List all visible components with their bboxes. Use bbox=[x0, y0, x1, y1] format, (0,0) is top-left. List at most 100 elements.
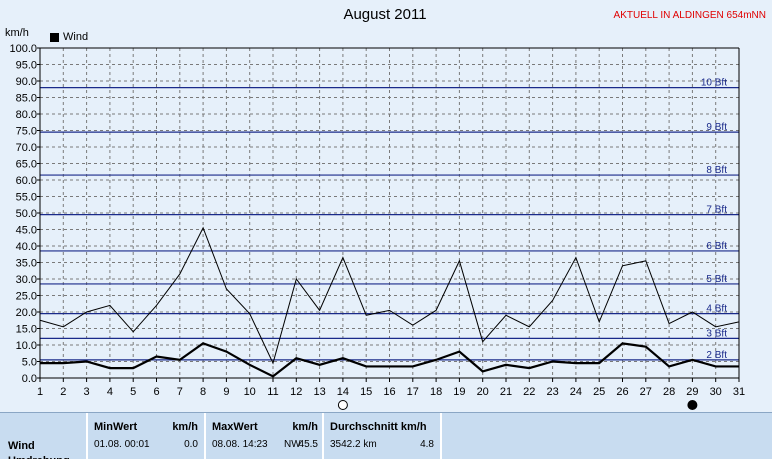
max-direction: NW bbox=[284, 439, 301, 450]
stats-min: MinWert km/h 01.08. 00:01 0.0 bbox=[94, 413, 202, 459]
legend-swatch bbox=[50, 32, 59, 42]
beaufort-label: 7 Bft bbox=[706, 205, 727, 216]
x-tick-label: 15 bbox=[360, 386, 372, 398]
beaufort-lines: 2 Bft 3 Bft 4 Bft 5 Bft 6 Bft 7 Bft 8 Bft 9 Bft… bbox=[40, 78, 739, 361]
max-value: 45.5 bbox=[298, 439, 318, 450]
y-tick-label: 50.0 bbox=[16, 208, 37, 220]
y-tick-label: 25.0 bbox=[16, 291, 37, 303]
beaufort-label: 9 Bft bbox=[706, 122, 727, 133]
y-tick-label: 35.0 bbox=[16, 258, 37, 270]
y-tick-label: 15.0 bbox=[16, 324, 37, 336]
y-tick-label: 5.0 bbox=[22, 357, 37, 369]
y-tick-label: 30.0 bbox=[16, 274, 37, 286]
x-tick-label: 7 bbox=[177, 386, 183, 398]
x-tick-label: 26 bbox=[616, 386, 628, 398]
x-tick-label: 11 bbox=[267, 386, 278, 398]
title-row: August 2011 AKTUELL IN ALDINGEN 654mNN bbox=[0, 0, 772, 30]
stats-separator bbox=[440, 413, 442, 459]
full-moon-icon bbox=[337, 400, 348, 410]
x-tick-label: 27 bbox=[640, 386, 652, 398]
y-tick-label: 90.0 bbox=[16, 76, 37, 88]
y-tick-label: 65.0 bbox=[16, 159, 37, 171]
stats-row-label: Wind bbox=[8, 440, 35, 452]
beaufort-label: 8 Bft bbox=[706, 165, 727, 176]
x-tick-label: 14 bbox=[337, 386, 349, 398]
x-tick-label: 9 bbox=[223, 386, 229, 398]
stats-separator bbox=[204, 413, 206, 459]
y-tick-label: 70.0 bbox=[16, 142, 37, 154]
beaufort-label: 10 Bft bbox=[701, 78, 727, 89]
x-tick-label: 21 bbox=[500, 386, 512, 398]
beaufort-label: 6 Bft bbox=[706, 241, 727, 252]
wind-mean-line bbox=[40, 342, 739, 378]
y-tick-label: 0.0 bbox=[22, 373, 37, 385]
x-tick-label: 8 bbox=[200, 386, 206, 398]
x-tick-label: 3 bbox=[84, 386, 90, 398]
min-unit: km/h bbox=[172, 421, 198, 433]
series-layer bbox=[39, 226, 740, 378]
x-tick-label: 24 bbox=[570, 386, 582, 398]
x-tick-label: 16 bbox=[383, 386, 395, 398]
y-tick-label: 45.0 bbox=[16, 225, 37, 237]
avg-header: Durchschnitt km/h bbox=[330, 421, 427, 433]
stats-separator bbox=[322, 413, 324, 459]
axes: 0.0 5.0 10.0 15.0 20.0 25.0 30.0 35.0 40.0 45.0 50… bbox=[9, 43, 745, 398]
moon-markers bbox=[337, 400, 698, 410]
x-tick-label: 10 bbox=[244, 386, 256, 398]
max-unit: km/h bbox=[292, 421, 318, 433]
x-tick-label: 25 bbox=[593, 386, 605, 398]
x-tick-label: 23 bbox=[546, 386, 558, 398]
min-date: 01.08. 00:01 bbox=[94, 439, 150, 450]
y-tick-label: 10.0 bbox=[16, 340, 37, 352]
x-tick-label: 29 bbox=[686, 386, 698, 398]
station-label: AKTUELL IN ALDINGEN 654mNN bbox=[613, 10, 766, 21]
y-tick-label: 55.0 bbox=[16, 192, 37, 204]
x-tick-label: 30 bbox=[710, 386, 722, 398]
x-tick-label: 4 bbox=[107, 386, 113, 398]
y-tick-label: 80.0 bbox=[16, 109, 37, 121]
x-tick-label: 20 bbox=[477, 386, 489, 398]
beaufort-label: 3 Bft bbox=[706, 328, 727, 339]
y-tick-label: 95.0 bbox=[16, 60, 37, 72]
y-tick-label: 20.0 bbox=[16, 307, 37, 319]
grid-layer bbox=[40, 47, 740, 378]
beaufort-label: 4 Bft bbox=[706, 304, 727, 315]
min-value: 0.0 bbox=[184, 439, 198, 450]
x-tick-label: 28 bbox=[663, 386, 675, 398]
x-tick-label: 5 bbox=[130, 386, 136, 398]
beaufort-label: 2 Bft bbox=[706, 350, 727, 361]
chart-title: August 2011 bbox=[343, 6, 427, 23]
stats-max: MaxWert km/h 08.08. 14:23 NW 45.5 bbox=[212, 413, 320, 459]
min-header: MinWert bbox=[94, 421, 138, 433]
stats-separator bbox=[86, 413, 88, 459]
wind-peak-line bbox=[39, 226, 740, 365]
x-tick-label: 22 bbox=[523, 386, 535, 398]
avg-value: 4.8 bbox=[420, 439, 434, 450]
x-tick-label: 18 bbox=[430, 386, 442, 398]
stats-row-label-2: Umdrehung bbox=[8, 455, 70, 459]
max-date: 08.08. 14:23 bbox=[212, 439, 268, 450]
stats-panel: Wind Umdrehung MinWert km/h 01.08. 00:01… bbox=[0, 412, 772, 459]
y-tick-label: 60.0 bbox=[16, 175, 37, 187]
x-tick-label: 1 bbox=[37, 386, 43, 398]
x-tick-label: 6 bbox=[153, 386, 159, 398]
avg-distance: 3542.2 km bbox=[330, 439, 377, 450]
legend-label: Wind bbox=[63, 31, 89, 43]
y-unit-label: km/h bbox=[5, 27, 29, 39]
new-moon-icon bbox=[687, 400, 698, 410]
beaufort-label: 5 Bft bbox=[706, 274, 727, 285]
x-tick-label: 17 bbox=[407, 386, 419, 398]
y-tick-label: 100.0 bbox=[9, 43, 37, 55]
x-tick-label: 31 bbox=[733, 386, 745, 398]
y-tick-label: 75.0 bbox=[16, 126, 37, 138]
wind-chart: 2 Bft 3 Bft 4 Bft 5 Bft 6 Bft 7 Bft 8 Bft 9 Bft… bbox=[9, 43, 745, 410]
stats-average: Durchschnitt km/h 3542.2 km 4.8 bbox=[330, 413, 438, 459]
x-tick-label: 12 bbox=[290, 386, 302, 398]
max-header: MaxWert bbox=[212, 421, 258, 433]
x-tick-label: 13 bbox=[313, 386, 325, 398]
y-tick-label: 40.0 bbox=[16, 241, 37, 253]
x-tick-label: 2 bbox=[60, 386, 66, 398]
x-tick-label: 19 bbox=[453, 386, 465, 398]
legend: Wind bbox=[50, 31, 88, 43]
y-tick-label: 85.0 bbox=[16, 93, 37, 105]
